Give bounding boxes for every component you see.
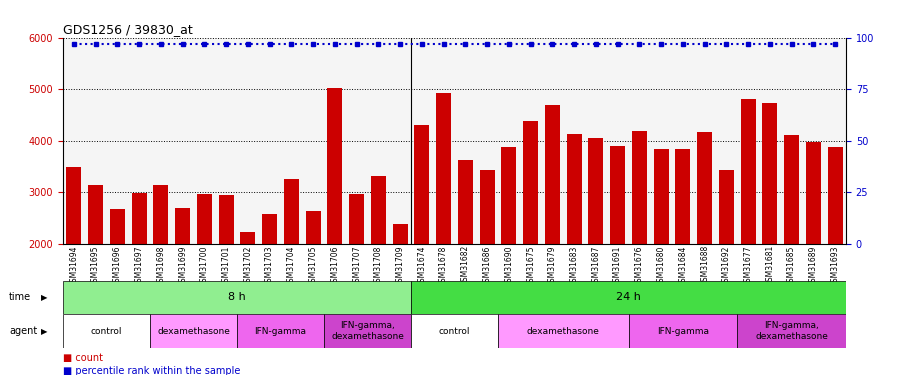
Bar <box>305 211 320 347</box>
Bar <box>240 232 256 347</box>
Bar <box>153 186 168 347</box>
Bar <box>67 167 82 347</box>
Text: IFN-gamma: IFN-gamma <box>255 327 307 336</box>
Text: IFN-gamma,
dexamethasone: IFN-gamma, dexamethasone <box>755 321 828 341</box>
Text: IFN-gamma: IFN-gamma <box>657 327 709 336</box>
Bar <box>371 176 386 347</box>
Text: IFN-gamma,
dexamethasone: IFN-gamma, dexamethasone <box>331 321 404 341</box>
Text: GDS1256 / 39830_at: GDS1256 / 39830_at <box>63 23 193 36</box>
Bar <box>349 194 364 347</box>
Text: ▶: ▶ <box>40 327 47 336</box>
Text: control: control <box>439 327 470 336</box>
Bar <box>523 120 538 347</box>
FancyBboxPatch shape <box>63 280 411 314</box>
FancyBboxPatch shape <box>498 314 628 348</box>
Bar <box>589 138 604 347</box>
Bar <box>827 147 842 347</box>
Bar <box>262 214 277 347</box>
Bar <box>175 208 190 347</box>
Bar <box>284 179 299 347</box>
Bar <box>110 209 125 347</box>
Text: dexamethasone: dexamethasone <box>158 327 230 336</box>
FancyBboxPatch shape <box>324 314 411 348</box>
Text: time: time <box>9 292 32 302</box>
Bar <box>632 131 647 347</box>
Text: ▶: ▶ <box>40 293 47 302</box>
Text: agent: agent <box>9 326 37 336</box>
Bar <box>197 194 212 347</box>
Bar <box>131 193 147 347</box>
Bar <box>610 146 626 347</box>
FancyBboxPatch shape <box>63 314 150 348</box>
Bar <box>697 132 712 347</box>
Text: dexamethasone: dexamethasone <box>526 327 599 336</box>
Text: ■ count: ■ count <box>63 353 103 363</box>
Bar <box>392 224 408 347</box>
Bar <box>741 99 756 347</box>
Bar <box>566 134 581 347</box>
Bar <box>436 93 451 347</box>
Bar <box>501 147 517 347</box>
Bar <box>544 105 560 347</box>
Bar <box>458 160 473 347</box>
Bar <box>88 186 104 347</box>
Text: 24 h: 24 h <box>616 292 641 302</box>
Bar <box>762 104 778 347</box>
FancyBboxPatch shape <box>737 314 846 348</box>
FancyBboxPatch shape <box>150 314 237 348</box>
Bar <box>328 88 343 347</box>
FancyBboxPatch shape <box>411 314 498 348</box>
Text: 8 h: 8 h <box>228 292 246 302</box>
Bar <box>806 142 821 347</box>
Text: ■ percentile rank within the sample: ■ percentile rank within the sample <box>63 366 240 375</box>
Bar <box>719 170 734 347</box>
Bar <box>784 135 799 347</box>
Bar <box>219 195 234 347</box>
FancyBboxPatch shape <box>237 314 324 348</box>
Text: control: control <box>91 327 122 336</box>
FancyBboxPatch shape <box>628 314 737 348</box>
Bar <box>480 170 495 347</box>
Bar <box>653 149 669 347</box>
FancyBboxPatch shape <box>411 280 846 314</box>
Bar <box>675 149 690 347</box>
Bar <box>414 124 429 347</box>
